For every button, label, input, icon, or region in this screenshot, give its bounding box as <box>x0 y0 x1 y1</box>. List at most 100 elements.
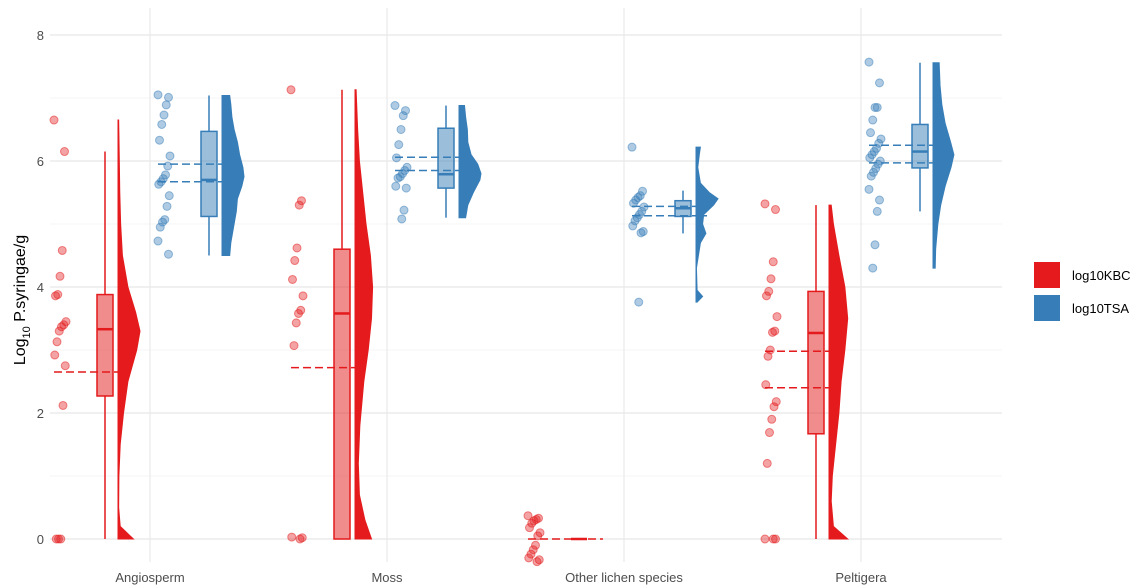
data-point <box>52 337 62 347</box>
data-point <box>401 183 411 193</box>
data-point <box>399 205 409 215</box>
data-point <box>398 111 408 121</box>
data-point <box>164 92 173 102</box>
data-point <box>393 173 403 183</box>
data-point <box>289 341 299 351</box>
group-log10KBC-1 <box>286 85 374 544</box>
data-point <box>628 221 638 231</box>
data-point <box>762 291 771 301</box>
group-log10KBC-3 <box>760 199 850 544</box>
data-point <box>864 184 874 194</box>
data-point <box>865 153 875 163</box>
data-point <box>153 236 163 246</box>
data-point <box>868 263 878 273</box>
data-point <box>634 297 644 307</box>
data-point <box>157 119 167 129</box>
data-point <box>527 518 537 528</box>
grid-layer <box>50 8 1002 562</box>
y-tick-label: 6 <box>37 154 44 169</box>
data-point <box>153 90 163 100</box>
data-point <box>396 125 406 134</box>
legend: log10KBC log10TSA <box>1034 262 1131 321</box>
data-point <box>870 102 880 112</box>
data-point <box>291 318 301 328</box>
x-tick-label: Angiosperm <box>115 570 184 585</box>
group-log10TSA-3 <box>864 57 955 273</box>
box-iqr <box>96 293 114 397</box>
data-point <box>165 151 175 161</box>
data-point <box>292 243 302 253</box>
box-iqr <box>200 130 218 218</box>
y-tick-label: 4 <box>37 280 44 295</box>
data-point <box>287 532 297 542</box>
data-point <box>876 134 886 144</box>
data-point <box>531 540 540 550</box>
data-point <box>762 458 772 468</box>
data-point <box>768 327 777 337</box>
y-tick-label: 2 <box>37 406 44 421</box>
data-point <box>872 206 882 216</box>
data-point <box>768 534 778 544</box>
density-half-violin <box>458 105 482 219</box>
data-point <box>294 200 304 210</box>
box-iqr <box>807 290 825 435</box>
group-log10TSA-2 <box>627 142 719 307</box>
data-point <box>533 531 543 541</box>
data-point <box>636 228 646 238</box>
data-point <box>872 102 882 112</box>
data-point <box>294 308 303 318</box>
data-point <box>51 534 61 544</box>
data-point <box>767 414 777 424</box>
data-point <box>390 101 400 111</box>
density-half-violin <box>354 89 374 540</box>
legend-label-kbc: log10KBC <box>1072 268 1131 283</box>
data-point <box>49 115 59 125</box>
data-point <box>771 397 781 407</box>
data-point <box>764 286 774 296</box>
group-log10KBC-0 <box>49 115 141 544</box>
legend-key-tsa <box>1034 295 1060 321</box>
data-point <box>870 240 880 250</box>
data-point <box>401 106 410 116</box>
data-point <box>761 380 771 390</box>
group-log10TSA-1 <box>390 101 482 224</box>
data-point <box>638 186 647 196</box>
data-point <box>57 322 66 332</box>
data-point <box>760 534 770 544</box>
y-tick-label: 8 <box>37 28 44 43</box>
data-point <box>161 100 171 110</box>
data-point <box>524 553 534 563</box>
group-log10TSA-0 <box>153 90 245 259</box>
data-point <box>298 291 308 301</box>
data-point <box>54 326 64 336</box>
data-point <box>629 198 638 208</box>
data-point <box>54 534 63 544</box>
data-point <box>163 161 173 171</box>
data-point <box>864 57 874 67</box>
data-point <box>868 115 878 125</box>
density-half-violin <box>932 62 955 269</box>
data-point <box>159 110 169 120</box>
data-point <box>765 428 774 438</box>
y-axis-title: Log10 P.syringae/g <box>12 235 33 365</box>
data-point <box>525 523 534 533</box>
data-point <box>288 274 297 284</box>
data-point <box>162 201 172 211</box>
data-point <box>397 214 407 224</box>
x-axis-ticks: Angiosperm Moss Other lichen species Peltig… <box>115 570 887 585</box>
data-point <box>295 534 305 544</box>
data-point <box>158 217 167 227</box>
legend-key-kbc <box>1034 262 1060 288</box>
data-point <box>528 545 538 555</box>
data-point <box>866 128 875 138</box>
data-point <box>875 195 884 205</box>
data-point <box>532 557 542 567</box>
box-iqr <box>911 123 929 169</box>
data-point <box>763 351 773 361</box>
data-point <box>630 216 640 226</box>
data-point <box>164 191 174 201</box>
data-point <box>286 85 296 95</box>
x-tick-label: Moss <box>371 570 403 585</box>
data-point <box>50 350 60 360</box>
data-point <box>769 402 779 412</box>
